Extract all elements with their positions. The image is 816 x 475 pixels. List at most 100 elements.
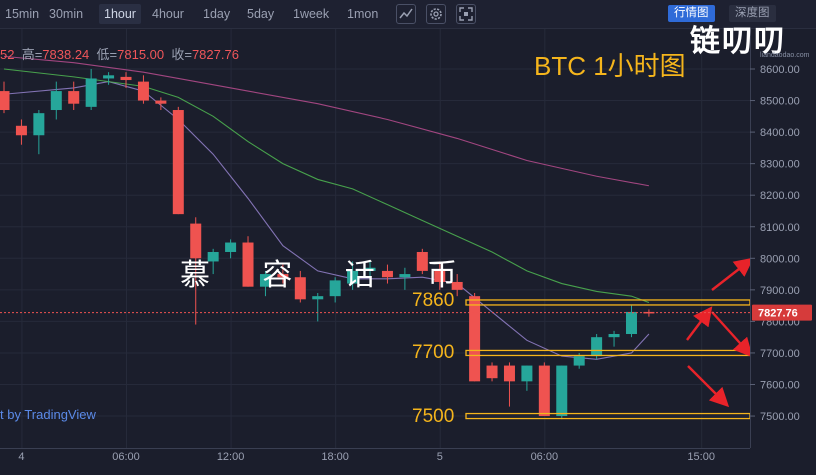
- candle-body: [15, 125, 27, 136]
- price-tick-label: 8400.00: [760, 127, 800, 139]
- candle-body: [242, 242, 254, 287]
- candle-body: [538, 365, 550, 417]
- settings-gear-icon[interactable]: [426, 4, 446, 24]
- time-axis[interactable]: 4 06:00 12:00 18:00 5 06:00 15:00: [0, 448, 750, 475]
- time-tick-label: 18:00: [321, 451, 349, 463]
- candle-body: [503, 365, 515, 382]
- projection-arrow: [711, 311, 753, 358]
- current-price-tag: [752, 304, 812, 321]
- candle-body: [591, 337, 603, 357]
- candle-body: [277, 274, 289, 278]
- candle-body: [381, 270, 393, 278]
- projection-arrows: [686, 257, 754, 408]
- candle-body: [50, 91, 62, 111]
- candle-body: [0, 91, 10, 111]
- price-tick-label: 8000.00: [760, 253, 800, 265]
- watermark-char: 慕: [180, 259, 210, 292]
- price-tick-label: 7600.00: [760, 380, 800, 392]
- level-label-7500: 7500: [412, 406, 455, 427]
- candle-body: [608, 334, 620, 338]
- time-tick-label: 5: [437, 451, 443, 463]
- high-value: 7838.24: [42, 47, 90, 62]
- candle-body: [225, 242, 237, 252]
- price-axis-bg: [750, 29, 816, 475]
- candle-body: [155, 100, 167, 104]
- current-price-label: 7827.76: [758, 308, 798, 320]
- chart-title: BTC 1小时图: [534, 51, 686, 81]
- ma-slow-line: [3, 55, 650, 187]
- timeframe-1week[interactable]: 1week: [293, 7, 330, 21]
- candle-body: [312, 296, 324, 300]
- candle-body: [207, 251, 219, 262]
- fullscreen-icon[interactable]: [456, 4, 476, 24]
- ohlc-readout: 52 高=7838.24 低=7815.00 收=7827.76: [0, 44, 239, 63]
- candle-body: [469, 296, 481, 382]
- price-tick-label: 8600.00: [760, 64, 800, 76]
- candle-body: [33, 113, 45, 136]
- moving-average-lines: [3, 55, 650, 360]
- candle-body: [486, 365, 498, 379]
- candle-body: [294, 277, 306, 300]
- candle-body: [451, 281, 463, 290]
- candle-body: [172, 110, 184, 215]
- candle-body: [573, 356, 585, 366]
- projection-arrow: [711, 257, 754, 291]
- candles: [0, 69, 655, 420]
- candle-body: [85, 78, 97, 107]
- level-label-7700: 7700: [412, 342, 455, 363]
- watermark-char: 币: [427, 259, 458, 292]
- level-label-7860: 7860: [412, 290, 455, 311]
- price-tick-label: 8100.00: [760, 222, 800, 234]
- candle-body: [259, 274, 271, 287]
- chart-grid: [0, 29, 750, 448]
- timeframe-1mon[interactable]: 1mon: [347, 7, 379, 21]
- candle-body: [556, 365, 568, 417]
- price-tick-label: 7900.00: [760, 285, 800, 297]
- price-tick-label: 8500.00: [760, 96, 800, 108]
- ma-mid-line: [3, 68, 650, 303]
- time-tick-label: 12:00: [217, 451, 245, 463]
- candle-body: [434, 270, 446, 282]
- candle-body: [137, 81, 149, 101]
- price-tick-label: 8300.00: [760, 159, 800, 171]
- time-tick-label: 06:00: [112, 451, 140, 463]
- timeframe-toolbar: 15min 30min 1hour 4hour 1day 5day 1week …: [0, 0, 816, 29]
- candle-body: [120, 76, 132, 81]
- timeframe-1hour[interactable]: 1hour: [99, 4, 141, 24]
- close-label: 收=: [171, 47, 192, 62]
- timeframe-30min[interactable]: 30min: [49, 7, 84, 21]
- watermark-text: 慕 容 话 币: [180, 250, 501, 294]
- brand-site: liandaodao.com: [760, 52, 810, 59]
- timeframe-1day[interactable]: 1day: [203, 7, 231, 21]
- timeframe-15min[interactable]: 15min: [5, 7, 40, 21]
- tradingview-attribution[interactable]: t by TradingView: [0, 407, 96, 422]
- watermark-char: 容: [262, 259, 293, 292]
- candle-body: [329, 280, 341, 297]
- candle-body: [68, 91, 80, 104]
- price-tick-label: 7700.00: [760, 348, 800, 360]
- candle-body: [190, 223, 202, 259]
- level-band: [465, 299, 751, 306]
- time-axis-bg: [0, 448, 750, 475]
- candle-body: [625, 311, 637, 335]
- timeframe-5day[interactable]: 5day: [247, 7, 275, 21]
- candle-body: [521, 365, 533, 382]
- timeframe-4hour[interactable]: 4hour: [152, 7, 184, 21]
- open-value: 52: [0, 47, 15, 62]
- time-tick-label: 4: [18, 451, 24, 463]
- depth-view-button[interactable]: 深度图: [729, 5, 776, 22]
- time-tick-label: 15:00: [687, 451, 715, 463]
- chart-type-icon[interactable]: [396, 4, 416, 24]
- close-value: 7827.76: [191, 47, 239, 62]
- price-tick-label: 7500.00: [760, 411, 800, 423]
- ma-fast-line: [3, 81, 650, 360]
- projection-arrow: [686, 306, 713, 341]
- candle-body: [364, 267, 376, 271]
- support-resistance-levels: [465, 299, 751, 420]
- price-axis[interactable]: 8600.00 8500.00 8400.00 8300.00 8200.00 8100.…: [0, 29, 816, 475]
- candle-body: [103, 75, 115, 79]
- kline-view-button[interactable]: 行情图: [668, 5, 715, 22]
- time-tick-label: 06:00: [531, 451, 559, 463]
- brand-logo: 链叨叨: [690, 25, 786, 58]
